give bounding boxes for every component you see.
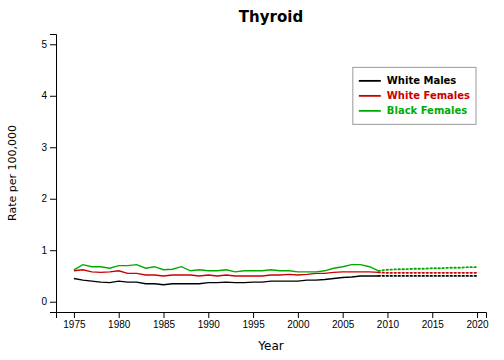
legend-label: Black Females bbox=[387, 105, 467, 116]
x-tick: 1980 bbox=[108, 312, 131, 330]
y-tick: 1 bbox=[41, 245, 56, 256]
y-tick-mark bbox=[50, 96, 56, 97]
y-tick-label: 4 bbox=[41, 90, 47, 101]
x-tick-mark bbox=[74, 312, 75, 318]
x-tick-mark bbox=[164, 312, 165, 318]
y-tick-label: 0 bbox=[41, 296, 47, 307]
x-tick-mark bbox=[432, 312, 433, 318]
y-axis: 0 1 2 3 4 5 bbox=[41, 35, 56, 313]
y-tick-mark bbox=[50, 302, 56, 303]
x-tick: 1995 bbox=[242, 312, 265, 330]
x-tick-label: 1995 bbox=[242, 319, 265, 330]
projected-line bbox=[379, 275, 478, 277]
x-axis-title: Year bbox=[257, 339, 283, 353]
x-tick-mark bbox=[208, 312, 209, 318]
y-tick: 2 bbox=[41, 193, 56, 204]
x-axis: 1975 1980 1985 1990 1995 2000 2005 2010 2015 2020 bbox=[57, 312, 490, 330]
y-tick: 0 bbox=[41, 296, 56, 307]
y-tick: 5 bbox=[41, 39, 56, 50]
x-tick-label: 2000 bbox=[287, 319, 310, 330]
x-tick-mark bbox=[343, 312, 344, 318]
legend: White Males White Females Black Females bbox=[353, 67, 476, 124]
y-tick-mark bbox=[50, 250, 56, 251]
x-tick: 2015 bbox=[422, 312, 445, 330]
y-tick: 3 bbox=[41, 142, 56, 153]
actual-line bbox=[74, 276, 379, 285]
y-axis-title: Rate per 100,000 bbox=[6, 125, 19, 221]
plot-area bbox=[74, 265, 477, 285]
x-tick-mark bbox=[387, 312, 388, 318]
x-tick-label: 1975 bbox=[63, 319, 86, 330]
x-tick-label: 1980 bbox=[108, 319, 131, 330]
projected-line bbox=[379, 271, 478, 273]
legend-swatch bbox=[359, 80, 381, 82]
y-axis-line bbox=[50, 35, 57, 313]
x-axis-line bbox=[57, 313, 487, 319]
y-tick-label: 3 bbox=[41, 142, 47, 153]
x-tick: 1985 bbox=[153, 312, 176, 330]
actual-line bbox=[74, 265, 379, 272]
legend-swatch bbox=[359, 110, 381, 112]
legend-frame bbox=[353, 67, 476, 124]
x-tick: 2005 bbox=[332, 312, 355, 330]
y-tick-label: 5 bbox=[41, 39, 47, 50]
actual-line bbox=[74, 270, 379, 276]
y-tick: 4 bbox=[41, 90, 56, 101]
x-tick-label: 2020 bbox=[466, 319, 489, 330]
x-tick-mark bbox=[477, 312, 478, 318]
y-tick-mark bbox=[50, 147, 56, 148]
legend-label: White Males bbox=[387, 75, 457, 86]
x-tick-label: 2015 bbox=[422, 319, 445, 330]
x-tick: 1975 bbox=[63, 312, 86, 330]
x-tick-mark bbox=[119, 312, 120, 318]
x-tick-mark bbox=[253, 312, 254, 318]
x-tick: 2020 bbox=[466, 312, 489, 330]
x-tick-label: 2010 bbox=[377, 319, 400, 330]
chart: 1975198019851990199520002005201020152020… bbox=[0, 0, 504, 360]
y-tick-mark bbox=[50, 199, 56, 200]
x-tick: 1990 bbox=[198, 312, 221, 330]
x-tick-label: 1985 bbox=[153, 319, 176, 330]
x-tick-label: 1990 bbox=[198, 319, 221, 330]
title: Thyroid bbox=[239, 8, 303, 26]
y-tick-label: 1 bbox=[41, 245, 47, 256]
x-tick-label: 2005 bbox=[332, 319, 355, 330]
x-tick: 2010 bbox=[377, 312, 400, 330]
y-tick-mark bbox=[50, 44, 56, 45]
legend-label: White Females bbox=[387, 90, 470, 101]
x-tick-mark bbox=[298, 312, 299, 318]
x-tick: 2000 bbox=[287, 312, 310, 330]
y-tick-label: 2 bbox=[41, 193, 47, 204]
legend-swatch bbox=[359, 95, 381, 97]
projected-line bbox=[379, 267, 478, 271]
